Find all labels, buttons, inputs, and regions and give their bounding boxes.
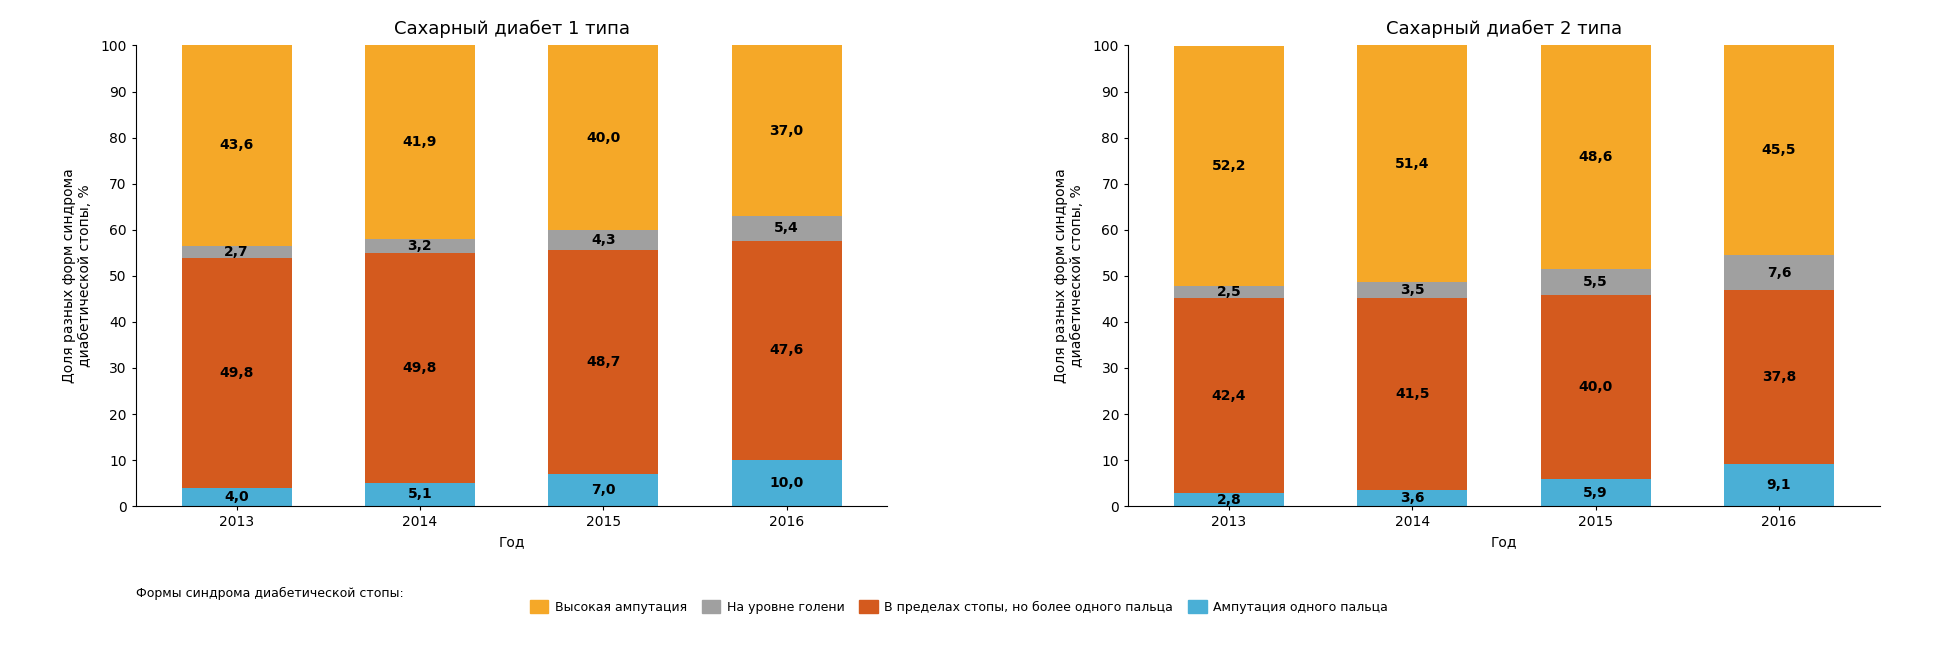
Text: 37,8: 37,8 — [1762, 370, 1797, 384]
Text: 2,8: 2,8 — [1217, 493, 1240, 507]
Bar — [364, 45, 475, 238]
Legend: Высокая ампутация, На уровне голени, В пределах стопы, но более одного пальца, А: Высокая ампутация, На уровне голени, В п… — [529, 600, 1388, 613]
Bar — [182, 258, 291, 488]
Bar — [1174, 298, 1283, 493]
Text: 49,8: 49,8 — [403, 361, 438, 375]
Text: 3,5: 3,5 — [1399, 284, 1424, 297]
X-axis label: Год: Год — [498, 535, 525, 549]
Bar — [1725, 255, 1833, 290]
Bar — [733, 45, 841, 216]
Text: 52,2: 52,2 — [1211, 159, 1246, 173]
Bar — [1725, 290, 1833, 464]
Bar — [1174, 493, 1283, 506]
Bar — [182, 246, 291, 258]
Text: 7,0: 7,0 — [591, 483, 616, 497]
Text: 4,3: 4,3 — [591, 232, 616, 247]
Bar — [1357, 282, 1467, 299]
Bar — [548, 250, 659, 474]
Text: 41,9: 41,9 — [403, 135, 438, 149]
Text: 40,0: 40,0 — [1579, 380, 1612, 394]
Bar — [733, 460, 841, 506]
Bar — [733, 241, 841, 460]
Title: Сахарный диабет 1 типа: Сахарный диабет 1 типа — [393, 20, 630, 38]
Text: 5,5: 5,5 — [1583, 275, 1609, 289]
Bar — [1174, 286, 1283, 298]
Text: 45,5: 45,5 — [1762, 143, 1797, 157]
Bar — [182, 45, 291, 246]
Bar — [1357, 489, 1467, 506]
Y-axis label: Доля разных форм синдрома
диабетической стопы, %: Доля разных форм синдрома диабетической … — [62, 169, 91, 383]
Text: 42,4: 42,4 — [1211, 389, 1246, 402]
Bar — [548, 230, 659, 250]
Text: 10,0: 10,0 — [769, 476, 804, 490]
Text: 51,4: 51,4 — [1395, 157, 1430, 171]
Text: 48,7: 48,7 — [585, 355, 620, 369]
Bar — [1725, 45, 1833, 255]
Text: 48,6: 48,6 — [1578, 151, 1612, 164]
Bar — [548, 474, 659, 506]
Text: 9,1: 9,1 — [1767, 478, 1791, 492]
Bar — [364, 253, 475, 483]
Y-axis label: Доля разных форм синдрома
диабетической стопы, %: Доля разных форм синдрома диабетической … — [1054, 169, 1085, 383]
Text: 49,8: 49,8 — [219, 366, 254, 380]
Text: 3,2: 3,2 — [407, 239, 432, 253]
Text: 7,6: 7,6 — [1767, 265, 1791, 280]
Text: 37,0: 37,0 — [769, 124, 804, 138]
Bar — [1541, 45, 1651, 269]
Text: Формы синдрома диабетической стопы:: Формы синдрома диабетической стопы: — [136, 587, 403, 600]
Bar — [364, 238, 475, 253]
Text: 43,6: 43,6 — [219, 138, 254, 153]
Text: 2,7: 2,7 — [225, 245, 248, 259]
Bar — [1357, 45, 1467, 282]
Bar — [1541, 295, 1651, 479]
X-axis label: Год: Год — [1490, 535, 1517, 549]
Text: 5,9: 5,9 — [1583, 485, 1609, 500]
Title: Сахарный диабет 2 типа: Сахарный диабет 2 типа — [1386, 20, 1622, 38]
Text: 47,6: 47,6 — [769, 343, 804, 358]
Bar — [1725, 464, 1833, 506]
Bar — [548, 45, 659, 230]
Text: 5,1: 5,1 — [407, 487, 432, 502]
Text: 4,0: 4,0 — [225, 490, 248, 504]
Text: 40,0: 40,0 — [585, 130, 620, 145]
Text: 2,5: 2,5 — [1217, 285, 1240, 299]
Text: 41,5: 41,5 — [1395, 387, 1430, 401]
Bar — [1541, 269, 1651, 295]
Bar — [364, 483, 475, 506]
Bar — [1357, 299, 1467, 489]
Text: 5,4: 5,4 — [775, 221, 798, 236]
Bar — [182, 488, 291, 506]
Bar — [1541, 479, 1651, 506]
Text: 3,6: 3,6 — [1399, 491, 1424, 505]
Bar — [733, 216, 841, 241]
Bar — [1174, 46, 1283, 286]
